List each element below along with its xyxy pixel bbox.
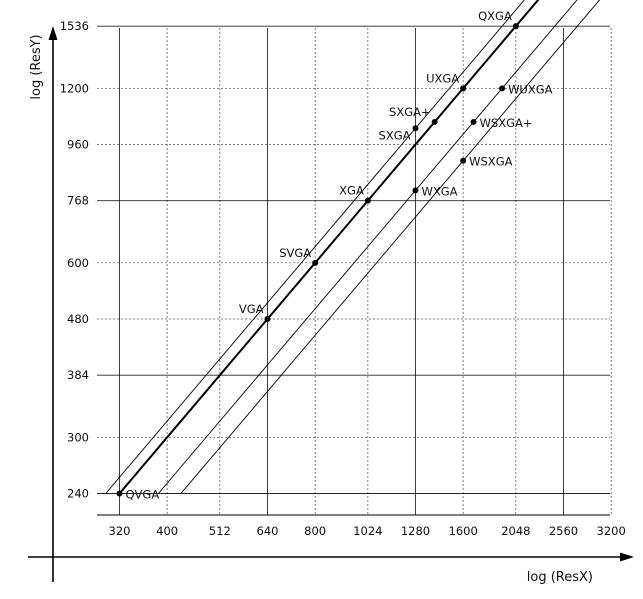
data-point-label: UXGA [426, 71, 459, 85]
data-point-label: WUXGA [508, 82, 553, 96]
x-tick-label: 1280 [401, 524, 430, 538]
x-tick-label: 2048 [501, 524, 530, 538]
ratio-line [118, 0, 540, 495]
aspect-ratio-lines: 5:44:316:1016:9 [105, 0, 616, 495]
y-tick-label: 1200 [60, 81, 89, 95]
y-tick-label: 960 [67, 138, 89, 152]
ratio-line [105, 0, 525, 494]
x-tick-label: 400 [156, 524, 178, 538]
x-axis-title: log (ResX) [527, 570, 593, 585]
data-point [412, 187, 419, 194]
data-point-label: QXGA [478, 9, 512, 23]
axes [28, 26, 634, 582]
data-point [264, 316, 271, 322]
data-point [412, 125, 419, 132]
data-point [460, 85, 467, 92]
data-point-label: VGA [239, 302, 264, 316]
data-point [460, 157, 467, 164]
data-points: QVGA VGA SVGA XGA WXGA SXGA SXGA+ WSXGA WSXGA+ UX… [116, 9, 553, 502]
data-point [364, 197, 371, 204]
y-tick-label: 600 [67, 256, 89, 270]
data-point-label: SXGA [379, 128, 411, 142]
y-tick-label: 384 [67, 368, 89, 382]
x-tick-label: 2560 [549, 524, 578, 538]
x-tick-label: 1024 [353, 524, 382, 538]
data-point-label: SVGA [279, 246, 311, 260]
x-tick-label: 640 [257, 524, 279, 538]
data-point-label: SXGA+ [389, 105, 431, 119]
data-point [312, 259, 319, 266]
ratio-line [180, 0, 601, 494]
data-point [512, 23, 519, 30]
x-axis-arrow [620, 552, 634, 562]
x-tick-label: 1600 [449, 524, 478, 538]
grid [97, 25, 612, 515]
y-tick-label: 300 [67, 430, 89, 444]
y-tick-label: 1536 [60, 19, 89, 33]
y-tick-label: 768 [67, 194, 89, 208]
y-axis-arrow [48, 26, 58, 40]
x-tick-label: 800 [304, 524, 326, 538]
data-point-label: WSXGA [469, 155, 512, 169]
data-point-label: XGA [339, 184, 364, 198]
tick-labels: 320 400 512 640 800 1024 1280 1600 2048 2560 3200 4… [60, 19, 626, 538]
x-tick-label: 320 [109, 524, 131, 538]
x-tick-label: 3200 [597, 524, 626, 538]
data-point-label: WXGA [422, 184, 458, 198]
data-point [470, 118, 477, 125]
data-point [499, 85, 506, 92]
ratio-line [158, 0, 578, 494]
data-point [431, 118, 438, 125]
data-point-label: QVGA [126, 488, 160, 502]
data-point-label: WSXGA+ [480, 116, 533, 130]
x-tick-label: 512 [209, 524, 231, 538]
data-point [116, 490, 123, 497]
y-tick-label: 480 [67, 312, 89, 326]
y-axis-title: log (ResY) [29, 34, 44, 99]
y-tick-label: 240 [67, 487, 89, 501]
